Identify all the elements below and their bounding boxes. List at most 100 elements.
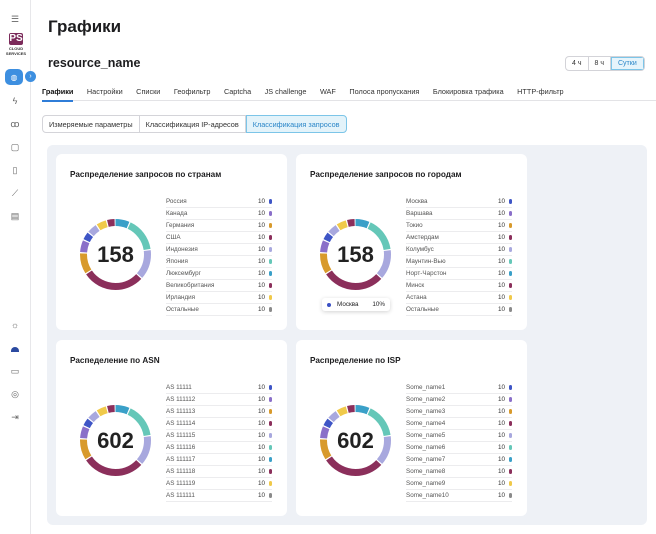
legend-color-marker xyxy=(509,295,512,300)
legend-value: 10 xyxy=(497,492,505,499)
tab-waf[interactable]: WAF xyxy=(319,87,336,96)
legend-label: Some_name4 xyxy=(406,420,446,427)
donut-segment[interactable] xyxy=(320,219,391,290)
legend-value: 10 xyxy=(497,408,505,415)
donut-segment[interactable] xyxy=(320,219,391,290)
legend-value: 10 xyxy=(257,480,265,487)
legend-color-marker xyxy=(509,283,512,288)
legend-color-marker xyxy=(269,295,272,300)
legend-row: Россия 10 xyxy=(166,196,272,208)
donut-segment[interactable] xyxy=(320,405,391,476)
legend-label: AS 111118 xyxy=(166,468,196,475)
tab-lists[interactable]: Списки xyxy=(136,87,161,96)
donut-segment[interactable] xyxy=(80,219,151,290)
legend-color-marker xyxy=(509,469,512,474)
donut-segment[interactable] xyxy=(80,405,151,476)
document-shield-icon[interactable]: ▢ xyxy=(10,141,20,152)
tooltip-value: 10% xyxy=(372,301,385,308)
legend-value: 10 xyxy=(257,408,265,415)
page-title: Графики xyxy=(48,17,122,36)
subtab-ip-classification[interactable]: Классификация IP-адресов xyxy=(139,115,246,133)
legend-label: Россия xyxy=(166,198,187,205)
lightning-icon[interactable]: ϟ xyxy=(12,96,18,106)
legend-row: Минск 10 xyxy=(406,280,512,292)
legend-color-marker xyxy=(269,271,272,276)
donut-segment[interactable] xyxy=(80,219,151,290)
legend-value: 10 xyxy=(257,222,265,229)
legend-row: Some_name8 10 xyxy=(406,466,512,478)
tab-captcha[interactable]: Captcha xyxy=(223,87,252,96)
users-icon[interactable]: ꝏ xyxy=(10,118,20,129)
tab-geofilter[interactable]: Геофильтр xyxy=(173,87,211,96)
card-title: Распределение запросов по странам xyxy=(70,170,222,179)
charts-nav-icon[interactable]: ◍ xyxy=(5,69,23,85)
legend-label: AS 111117 xyxy=(166,456,196,463)
report-icon[interactable]: ▤ xyxy=(10,210,20,221)
donut-segment[interactable] xyxy=(80,405,151,476)
period-day-button[interactable]: Сутки xyxy=(611,57,644,70)
legend-value: 10 xyxy=(497,456,505,463)
document-icon[interactable]: ▯ xyxy=(12,164,18,175)
tab-bandwidth[interactable]: Полоса пропускания xyxy=(349,87,420,96)
legend-color-marker xyxy=(509,259,512,264)
legend-row: Астана 10 xyxy=(406,292,512,304)
legend-color-marker xyxy=(509,199,512,204)
logout-icon[interactable]: ⇥ xyxy=(11,411,19,422)
legend-label: Москва xyxy=(406,198,428,205)
legend-value: 10 xyxy=(497,258,505,265)
sun-icon[interactable]: ☼ xyxy=(10,320,20,330)
legend-label: Индонезия xyxy=(166,246,198,253)
tab-js-challenge[interactable]: JS challenge xyxy=(264,87,307,96)
donut-svg xyxy=(80,219,151,290)
legend-row: Норт-Чарстон 10 xyxy=(406,268,512,280)
legend-value: 10 xyxy=(257,246,265,253)
period-8h-button[interactable]: 8 ч xyxy=(589,57,611,70)
legend-row: Варшава 10 xyxy=(406,208,512,220)
donut-segment[interactable] xyxy=(80,219,151,290)
donut-segment[interactable] xyxy=(320,219,391,290)
legend-color-marker xyxy=(269,397,272,402)
graph-icon[interactable]: ⟋ xyxy=(11,187,19,198)
donut-segment[interactable] xyxy=(80,405,151,476)
tab-traffic-block[interactable]: Блокировка трафика xyxy=(432,87,504,96)
subtab-request-classification[interactable]: Классификация запросов xyxy=(245,115,347,133)
legend-value: 10 xyxy=(257,396,265,403)
donut-segment[interactable] xyxy=(320,405,391,476)
legend-row: Индонезия 10 xyxy=(166,244,272,256)
legend-label: Япония xyxy=(166,258,188,265)
donut-segment[interactable] xyxy=(320,219,391,290)
legend-label: AS 111113 xyxy=(166,408,196,415)
legend-color-marker xyxy=(269,445,272,450)
subtab-measured-params[interactable]: Измеряемые параметры xyxy=(42,115,140,133)
tab-settings[interactable]: Настройки xyxy=(86,87,123,96)
tab-http-filter[interactable]: HTTP-фильтр xyxy=(517,87,564,96)
legend-color-marker xyxy=(509,481,512,486)
support-icon[interactable]: ◎ xyxy=(11,388,19,399)
legend-label: Минск xyxy=(406,282,425,289)
donut-segment[interactable] xyxy=(320,405,391,476)
donut-segment[interactable] xyxy=(80,405,151,476)
donut-chart: 602 xyxy=(318,403,393,478)
legend-label: Амстердам xyxy=(406,234,439,241)
donut-segment[interactable] xyxy=(320,405,391,476)
chart-tooltip: Москва 10% xyxy=(322,298,390,311)
expand-sidebar-icon[interactable]: › xyxy=(25,71,36,82)
theme-toggle-icon[interactable] xyxy=(11,347,19,352)
donut-chart: 158 xyxy=(78,217,153,292)
period-4h-button[interactable]: 4 ч xyxy=(566,57,589,70)
menu-icon[interactable]: ☰ xyxy=(10,13,20,24)
legend-value: 10 xyxy=(497,294,505,301)
legend-color-marker xyxy=(509,421,512,426)
legend-row: Some_name1 10 xyxy=(406,382,512,394)
legend-label: Канада xyxy=(166,210,188,217)
legend-color-marker xyxy=(269,493,272,498)
legend-row: Токио 10 xyxy=(406,220,512,232)
donut-segment[interactable] xyxy=(80,219,151,290)
tab-charts[interactable]: Графики xyxy=(42,85,74,102)
legend-row: США 10 xyxy=(166,232,272,244)
tooltip-label: Москва xyxy=(337,301,359,308)
book-icon[interactable]: ▭ xyxy=(10,365,20,376)
legend-row: Остальные 10 xyxy=(166,304,272,316)
legend-color-marker xyxy=(269,199,272,204)
legend-value: 10 xyxy=(257,384,265,391)
